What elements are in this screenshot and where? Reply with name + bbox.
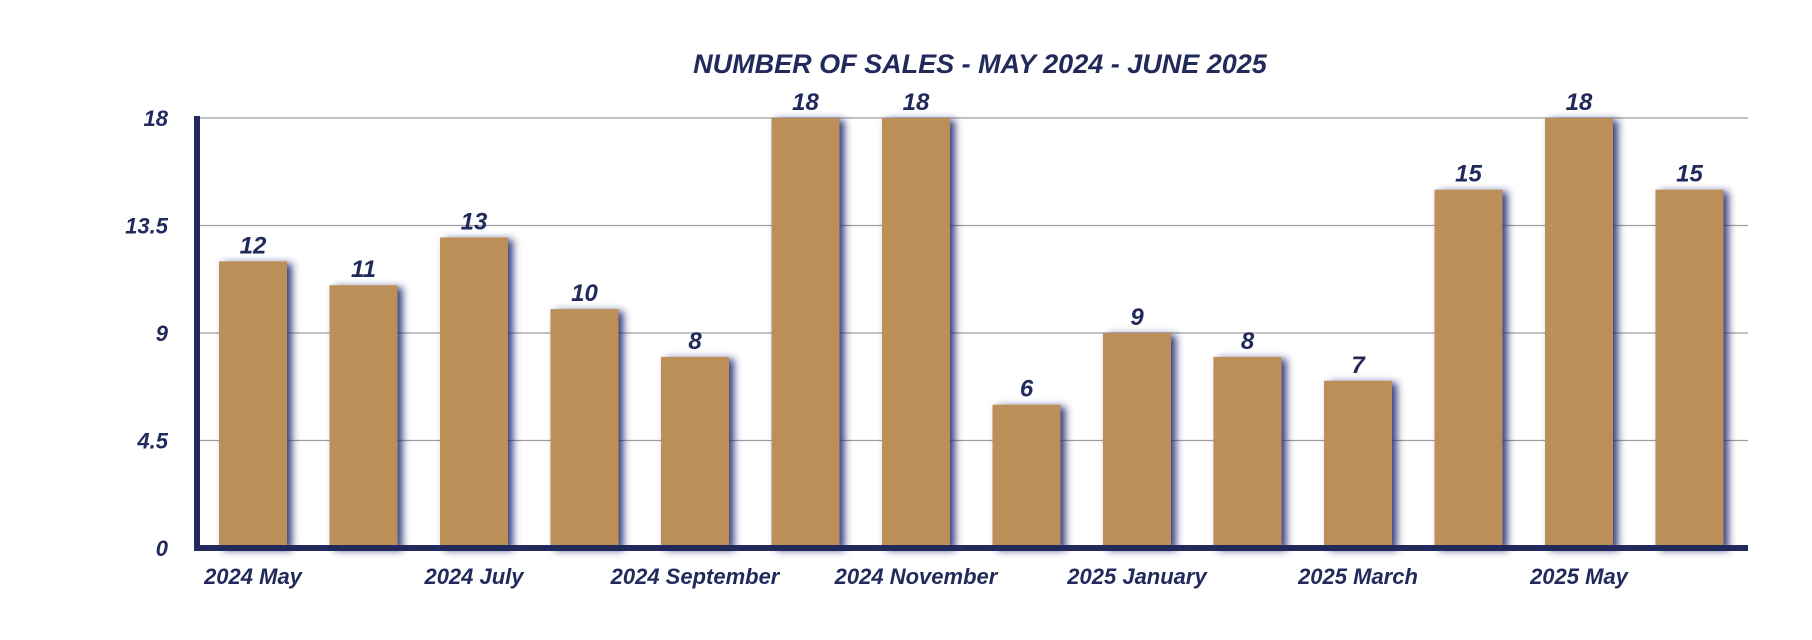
x-tick-labels: 2024 May 2024 July 2024 September 2024 Nove…	[203, 564, 1630, 589]
bar	[329, 285, 398, 548]
data-label: 18	[903, 89, 930, 116]
x-tick-label: 2024 November	[834, 564, 999, 589]
bar	[771, 118, 840, 548]
data-label: 10	[571, 280, 598, 307]
y-tick-label: 13.5	[125, 214, 169, 239]
bar	[1545, 118, 1613, 548]
bar	[1324, 380, 1392, 548]
data-label: 7	[1351, 352, 1366, 379]
data-label: 18	[1566, 89, 1593, 116]
bar	[661, 356, 729, 548]
chart-title: NUMBER OF SALES - MAY 2024 - JUNE 2025	[693, 49, 1268, 79]
bar	[1213, 356, 1282, 548]
bar	[550, 309, 619, 548]
x-tick-label: 2025 January	[1066, 564, 1208, 589]
data-label: 15	[1455, 161, 1482, 188]
data-label: 6	[1020, 376, 1034, 403]
gridlines	[197, 117, 1748, 442]
bars	[219, 118, 1724, 548]
bar	[882, 118, 950, 548]
y-tick-label: 0	[156, 536, 169, 561]
x-tick-label: 2025 May	[1529, 564, 1630, 589]
data-labels: 12 11 13 10 8 18 18 6 9 8 7 15 18 15	[240, 89, 1704, 403]
data-label: 18	[792, 89, 819, 116]
bar	[1103, 333, 1171, 548]
data-label: 12	[240, 232, 267, 259]
bar	[992, 404, 1061, 548]
data-label: 9	[1130, 304, 1144, 331]
axes	[194, 116, 1748, 551]
data-label: 8	[1241, 328, 1255, 355]
y-tick-labels: 0 4.5 9 13.5 18	[125, 106, 169, 561]
y-tick-label: 18	[144, 106, 169, 131]
y-tick-label: 4.5	[136, 429, 168, 454]
data-label: 11	[351, 256, 376, 283]
data-label: 13	[461, 208, 488, 235]
x-tick-label: 2025 March	[1297, 564, 1418, 589]
y-tick-label: 9	[156, 321, 169, 346]
data-label: 8	[688, 328, 702, 355]
x-tick-label: 2024 July	[423, 564, 525, 589]
data-label: 15	[1676, 161, 1703, 188]
bar	[219, 261, 287, 548]
bar	[440, 237, 508, 548]
bar	[1655, 189, 1724, 548]
x-tick-label: 2024 September	[610, 564, 781, 589]
bar	[1434, 189, 1503, 548]
x-tick-label: 2024 May	[203, 564, 304, 589]
